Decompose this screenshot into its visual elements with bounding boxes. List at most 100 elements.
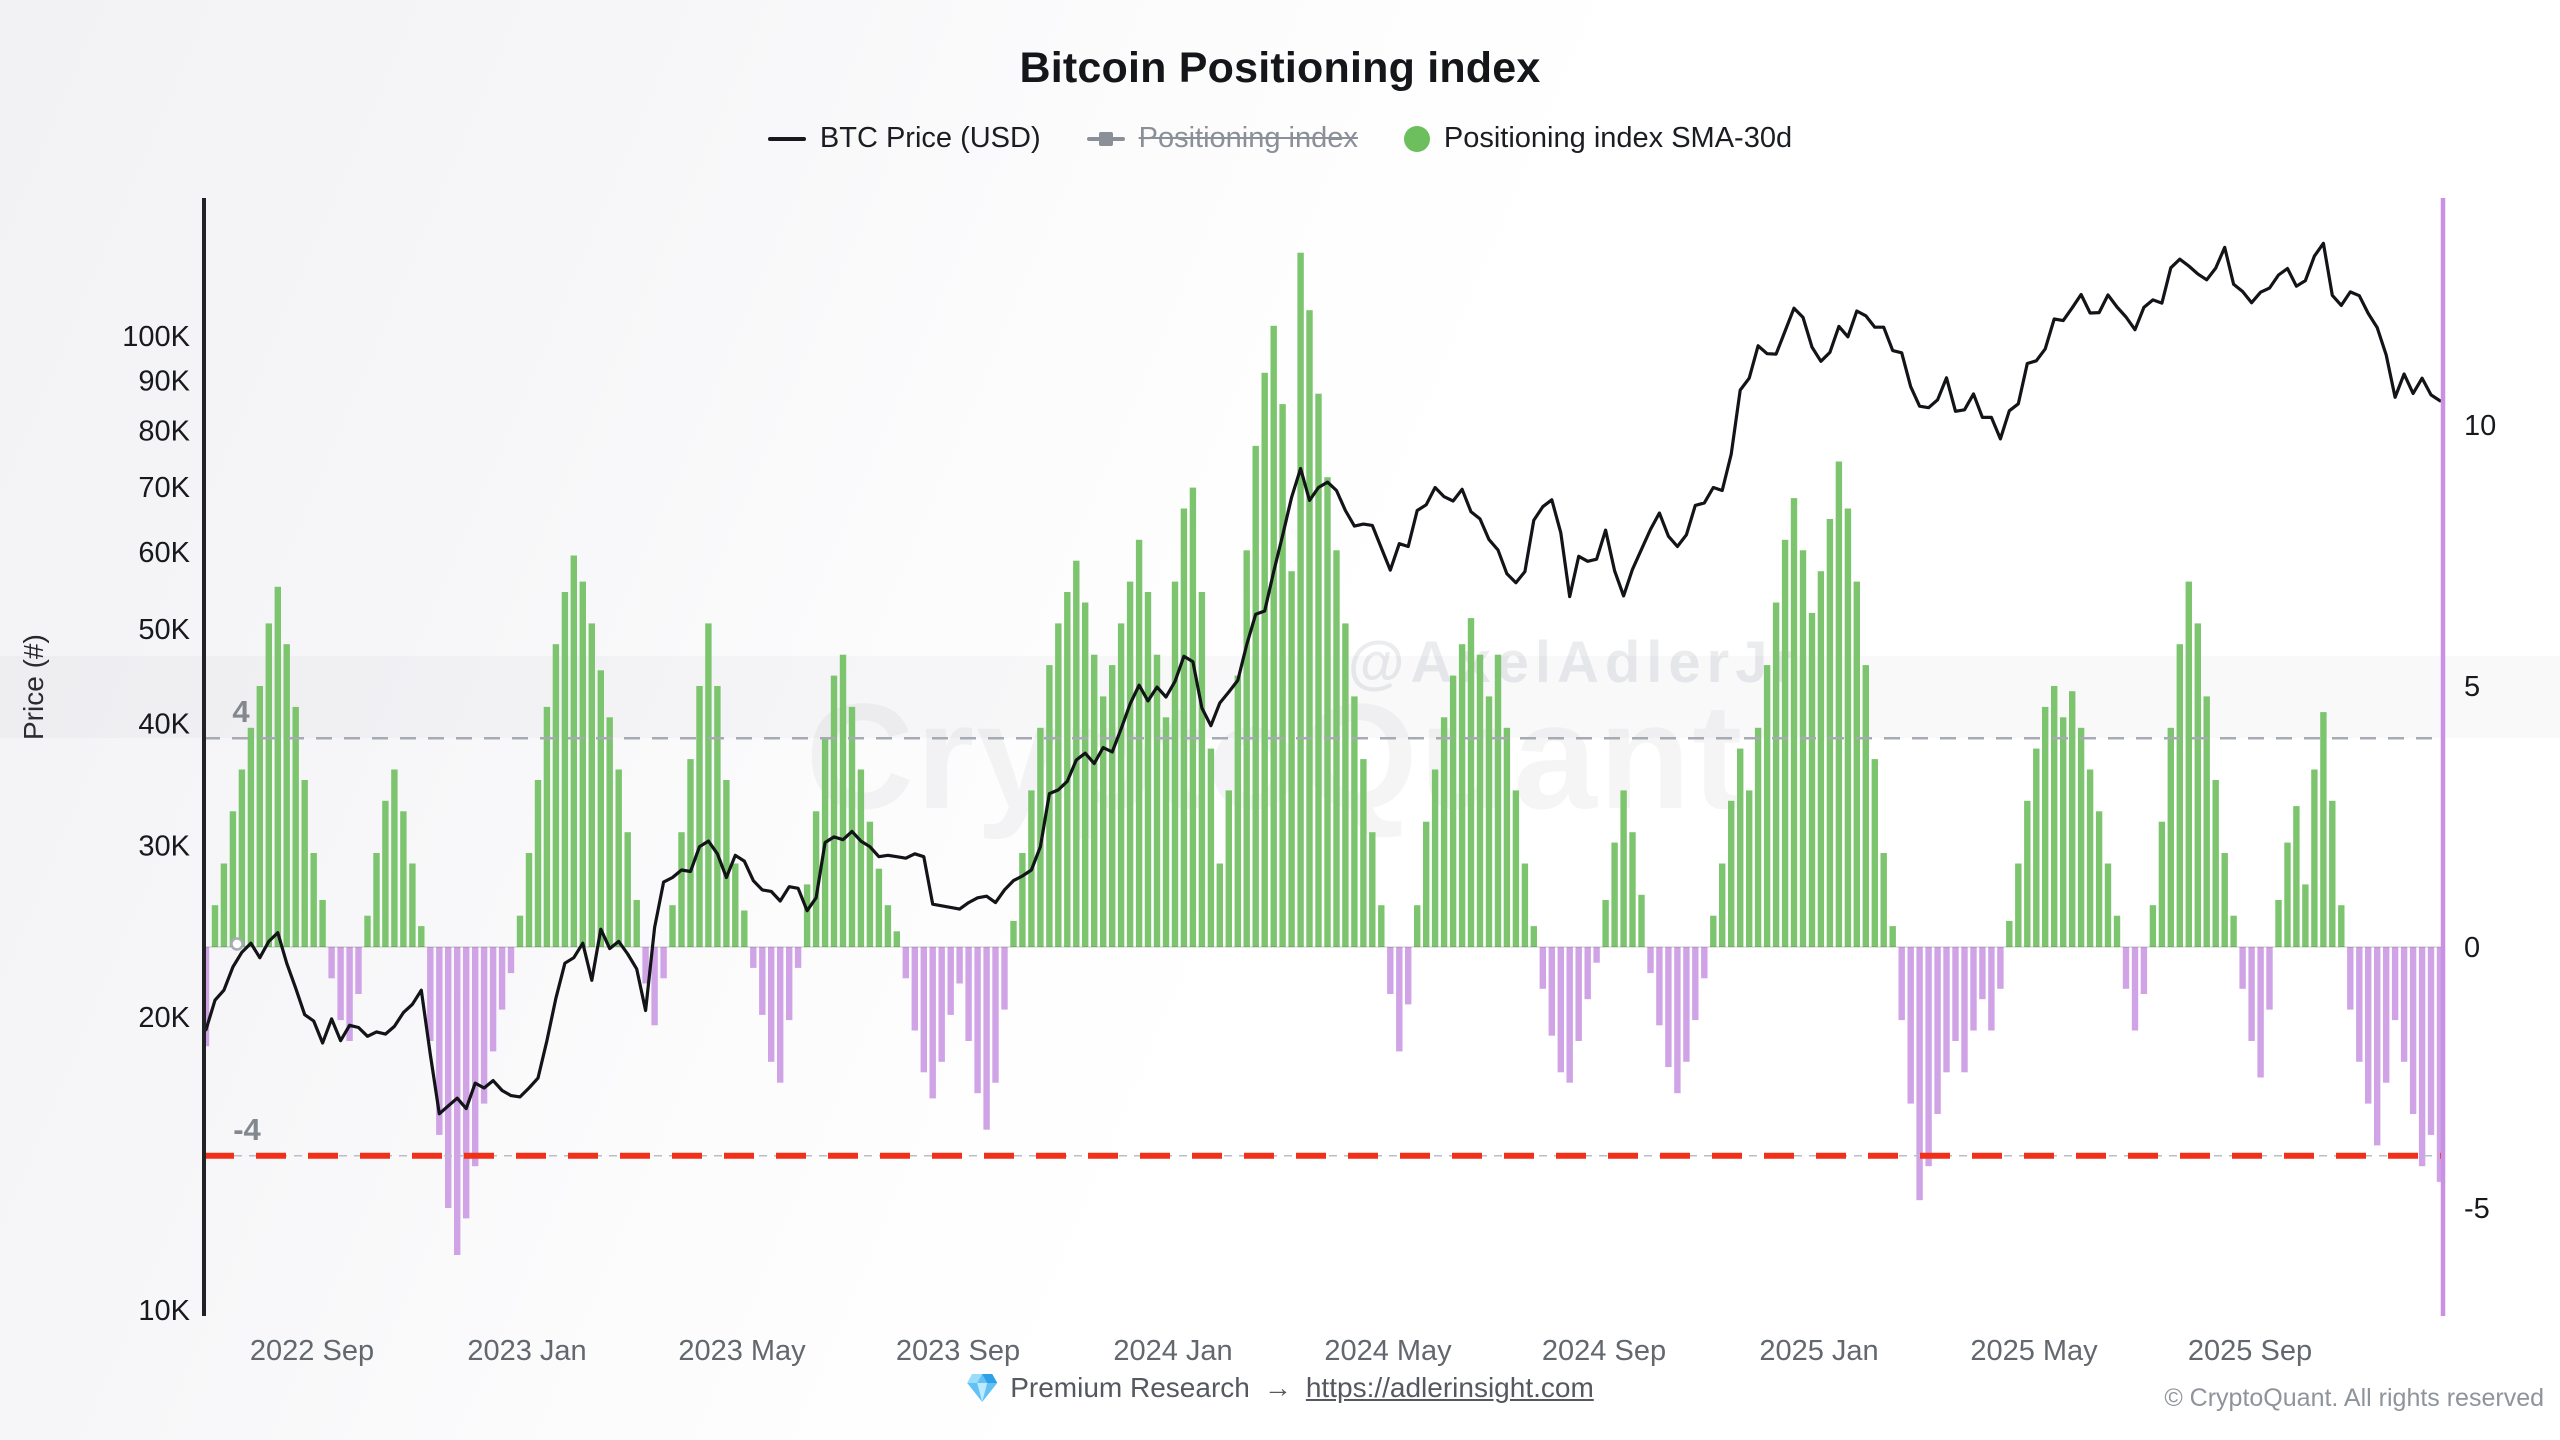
index-bar xyxy=(1297,252,1304,947)
index-bar xyxy=(920,947,927,1073)
index-bar xyxy=(211,905,219,947)
index-bar xyxy=(2077,727,2085,947)
sma-bars-layer xyxy=(202,252,2444,1255)
index-bar xyxy=(1781,539,1789,947)
index-bar xyxy=(1216,863,1223,947)
index-bar xyxy=(1817,571,1825,947)
index-bar xyxy=(2248,947,2255,1041)
index-bar xyxy=(1754,727,1762,947)
y-left-tick-label: 80K xyxy=(138,415,190,447)
legend-item-positioning-index[interactable]: Positioning index xyxy=(1086,122,1358,155)
index-bar xyxy=(660,947,667,979)
index-bar xyxy=(1880,853,1887,947)
index-bar xyxy=(355,947,362,994)
x-tick-label: 2022 Sep xyxy=(250,1335,374,1367)
index-bar xyxy=(2194,623,2201,947)
index-bar xyxy=(1306,310,1313,947)
index-bar xyxy=(1064,592,1071,947)
index-bar xyxy=(1934,947,1941,1114)
index-bar xyxy=(391,769,398,947)
index-bar xyxy=(534,780,542,947)
index-bar xyxy=(705,623,712,947)
index-bar xyxy=(597,670,604,947)
legend-item-positioning-index-sma[interactable]: Positioning index SMA-30d xyxy=(1403,122,1792,155)
index-bar xyxy=(2275,900,2282,947)
index-bar xyxy=(1019,853,1026,947)
index-bar xyxy=(2212,780,2219,947)
index-bar xyxy=(794,947,802,968)
index-bar xyxy=(1270,325,1277,947)
index-bar xyxy=(525,853,533,947)
index-bar xyxy=(1440,717,1448,947)
index-bar xyxy=(1629,832,1636,947)
index-bar xyxy=(1414,905,1421,947)
y-left-tick-label: 30K xyxy=(138,830,190,862)
legend-item-btc-price[interactable]: BTC Price (USD) xyxy=(767,122,1041,155)
index-bar xyxy=(579,581,586,947)
y-right-tick-labels: 10 5 0 -5 xyxy=(2464,410,2496,1225)
y-left-tick-label: 60K xyxy=(138,537,190,569)
index-bar xyxy=(2033,748,2040,947)
index-bar xyxy=(1279,404,1286,948)
index-bar xyxy=(1566,947,1573,1083)
index-bar xyxy=(2051,686,2058,947)
index-bar xyxy=(1082,602,1089,947)
index-bar xyxy=(265,623,272,947)
index-bar xyxy=(1943,947,1950,1073)
index-bar xyxy=(1288,571,1295,947)
index-bar xyxy=(1656,947,1663,1026)
index-bar xyxy=(642,947,649,984)
index-bar xyxy=(1503,727,1511,947)
index-bar xyxy=(624,832,631,947)
index-bar xyxy=(633,900,640,947)
index-bar xyxy=(463,947,470,1219)
y-right-tick-label: 10 xyxy=(2464,410,2496,442)
index-bar xyxy=(507,947,515,974)
index-bar xyxy=(669,905,676,947)
index-bar xyxy=(1647,947,1654,974)
index-bar xyxy=(2158,821,2166,947)
x-tick-label: 2024 Jan xyxy=(1113,1335,1232,1367)
index-bar xyxy=(516,915,524,947)
y-right-tick-label: -5 xyxy=(2464,1193,2490,1225)
index-bar xyxy=(2042,706,2049,947)
author-watermark: @AxelAdlerJr xyxy=(1348,630,1802,695)
index-bar xyxy=(436,947,443,1135)
index-bar xyxy=(1961,947,1968,1073)
index-bar xyxy=(480,947,488,1104)
index-bar xyxy=(364,915,371,947)
arrow-text: → xyxy=(1263,1372,1292,1403)
index-bar xyxy=(1611,842,1618,947)
index-bar xyxy=(1728,800,1735,947)
index-bar xyxy=(301,780,308,947)
index-bar xyxy=(2418,947,2426,1167)
index-bar xyxy=(1476,654,1484,947)
index-bar xyxy=(2095,811,2103,947)
index-bar xyxy=(1091,654,1098,947)
index-bar xyxy=(2266,947,2273,1010)
index-bar xyxy=(1575,947,1582,1041)
index-bar xyxy=(1674,947,1681,1094)
x-tick-label: 2025 May xyxy=(1970,1335,2098,1367)
footer-premium: Premium Research → https://adlerinsight.… xyxy=(966,1372,1594,1404)
line-marker-icon xyxy=(767,136,806,141)
index-bar xyxy=(1746,790,1753,947)
page-title: Bitcoin Positioning index xyxy=(1019,44,1541,92)
index-bar xyxy=(1485,696,1493,947)
index-bar xyxy=(2024,800,2031,947)
index-bar xyxy=(1396,947,1403,1052)
index-bar xyxy=(1602,900,1609,947)
index-bar xyxy=(1530,926,1537,947)
index-bar xyxy=(1970,947,1977,1031)
index-bar xyxy=(2104,863,2112,947)
index-bar xyxy=(2427,947,2435,1135)
index-bar xyxy=(1979,947,1986,1000)
index-bar xyxy=(839,654,847,947)
index-bar xyxy=(1772,602,1780,947)
index-bar xyxy=(1324,477,1331,947)
index-bar xyxy=(588,623,595,947)
index-bar xyxy=(2167,727,2174,947)
index-bar xyxy=(1055,623,1062,947)
adlerinsight-link[interactable]: https://adlerinsight.com xyxy=(1305,1372,1594,1403)
index-bar xyxy=(1135,539,1143,947)
